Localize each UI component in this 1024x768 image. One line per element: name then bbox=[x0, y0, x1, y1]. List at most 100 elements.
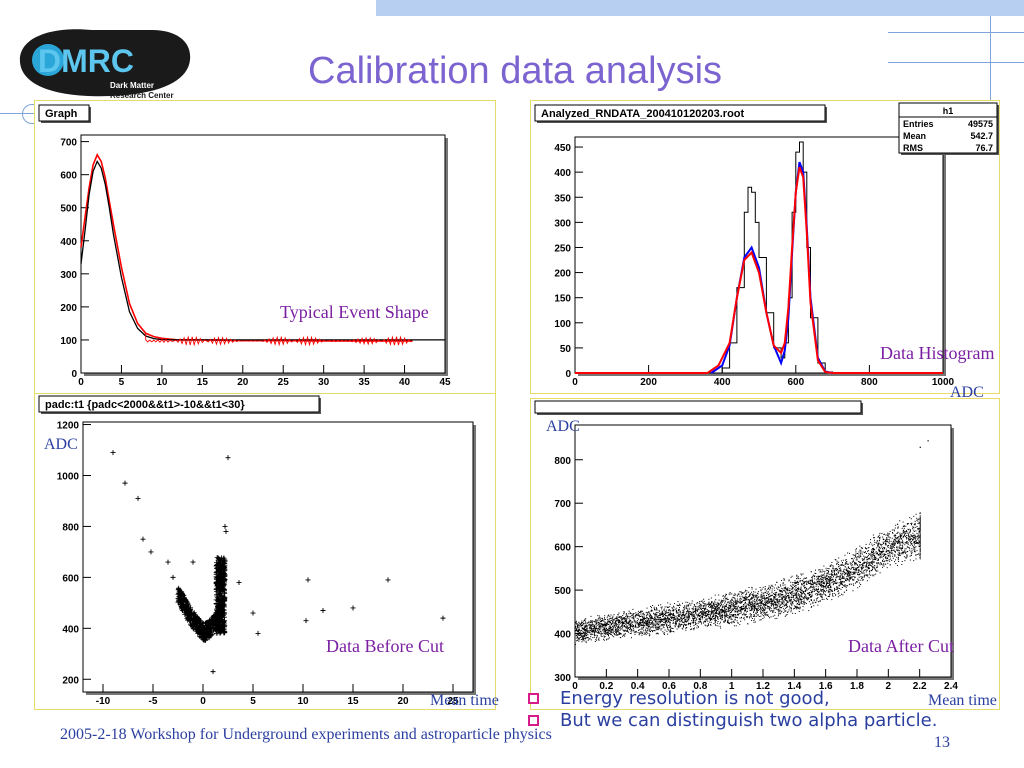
data-point bbox=[165, 559, 171, 565]
logo-sub2: Research Center bbox=[110, 91, 174, 100]
x-tick-label: 0.6 bbox=[662, 681, 676, 692]
x-tick-label: 20 bbox=[397, 696, 409, 707]
chart-title: Analyzed_RNDATA_200410120203.root bbox=[541, 108, 745, 120]
x-tick-label: 20 bbox=[237, 377, 249, 388]
y-tick-label: 200 bbox=[554, 269, 571, 280]
y-tick-label: 500 bbox=[554, 586, 571, 597]
x-tick-label: 0 bbox=[200, 696, 206, 707]
x-tick-label: 1.6 bbox=[819, 681, 833, 692]
y-tick-label: 400 bbox=[554, 630, 571, 641]
y-tick-label: 50 bbox=[560, 344, 572, 355]
y-tick-label: 350 bbox=[554, 193, 571, 204]
y-tick-label: 250 bbox=[554, 243, 571, 254]
chart-title: Graph bbox=[45, 108, 78, 120]
stats-label: Mean bbox=[903, 131, 926, 141]
x-tick-label: 0.2 bbox=[599, 681, 613, 692]
y-tick-label: 800 bbox=[62, 522, 79, 533]
y-tick-label: 700 bbox=[60, 138, 77, 149]
y-tick-label: 1200 bbox=[57, 421, 80, 432]
caption-after-cut: Data After Cut bbox=[848, 636, 954, 656]
x-tick-label: 0.4 bbox=[631, 681, 645, 692]
caption-histogram: Data Histogram bbox=[880, 343, 995, 363]
y-tick-label: 300 bbox=[554, 218, 571, 229]
slide-title: Calibration data analysis bbox=[308, 50, 723, 92]
stats-name: h1 bbox=[943, 106, 954, 116]
bullet-item: But we can distinguish two alpha particl… bbox=[524, 710, 940, 732]
data-point bbox=[303, 618, 309, 624]
data-point bbox=[255, 630, 261, 636]
plot-frame bbox=[82, 421, 474, 693]
data-point bbox=[222, 523, 228, 529]
y-tick-label: 150 bbox=[554, 294, 571, 305]
before-cut-y-label: ADC bbox=[44, 436, 78, 453]
x-tick-label: 2.4 bbox=[944, 681, 958, 692]
histogram-chart: Analyzed_RNDATA_200410120203.root 0 200 400… bbox=[534, 102, 999, 388]
x-tick-label: 10 bbox=[156, 377, 168, 388]
y-tick-label: 400 bbox=[554, 168, 571, 179]
x-tick-label: -5 bbox=[149, 696, 158, 707]
x-tick-label: 1.2 bbox=[756, 681, 770, 692]
x-tick-label: 1000 bbox=[932, 377, 955, 388]
chart-panel-after-cut: 0 0.2 0.4 0.6 0.8 1 1.2 1.4 1.6 1.8 2 2.2 2.4 300 400 5… bbox=[530, 398, 1000, 710]
dmrc-logo: DMRC Dark Matter Research Center bbox=[19, 29, 191, 100]
y-tick-label: 0 bbox=[565, 369, 571, 380]
x-tick-label: 2.2 bbox=[913, 681, 927, 692]
y-tick-label: 400 bbox=[60, 237, 77, 248]
x-tick-label: 2 bbox=[886, 681, 892, 692]
caption-before-cut: Data Before Cut bbox=[326, 636, 444, 656]
x-tick-label: 0 bbox=[78, 377, 84, 388]
y-tick-label: 300 bbox=[60, 270, 77, 281]
data-point bbox=[927, 440, 929, 442]
histogram-x-unit: ADC bbox=[950, 384, 984, 401]
y-tick-label: 200 bbox=[62, 675, 79, 686]
data-point bbox=[320, 607, 326, 613]
data-point bbox=[122, 480, 128, 486]
x-tick-label: 40 bbox=[399, 377, 411, 388]
x-tick-label: 400 bbox=[714, 377, 731, 388]
data-point bbox=[225, 455, 231, 461]
data-point bbox=[148, 549, 154, 555]
deco-line-v bbox=[990, 16, 991, 116]
y-tick-label: 800 bbox=[554, 456, 571, 467]
series-fit-red bbox=[575, 166, 943, 374]
series-line-red bbox=[80, 153, 413, 342]
x-tick-label: 0 bbox=[572, 681, 578, 692]
x-tick-label: 5 bbox=[250, 696, 256, 707]
series-noise-red bbox=[145, 333, 413, 347]
stats-value: 542.7 bbox=[970, 131, 993, 141]
x-tick-label: 1.8 bbox=[850, 681, 864, 692]
bullet-list: Energy resolution is not good, But we ca… bbox=[524, 688, 940, 732]
x-tick-label: 600 bbox=[787, 377, 804, 388]
logo-text: DMRC bbox=[38, 43, 134, 79]
before-cut-chart: padc:t1 {padc<2000&&t1>-10&&t1<30} -10 -5 0… bbox=[38, 395, 476, 707]
title-box bbox=[534, 400, 862, 414]
chart-panel-histogram: Analyzed_RNDATA_200410120203.root 0 200 400… bbox=[530, 100, 1000, 394]
y-tick-label: 100 bbox=[554, 319, 571, 330]
y-tick-label: 400 bbox=[62, 624, 79, 635]
after-cut-x-label: Mean time bbox=[928, 692, 997, 709]
x-tick-label: 15 bbox=[347, 696, 359, 707]
y-tick-label: 700 bbox=[554, 499, 571, 510]
y-tick-label: 0 bbox=[71, 369, 77, 380]
y-tick-label: 600 bbox=[60, 171, 77, 182]
event-shape-chart: Graph 0 5 10 15 20 25 30 35 40 45 0 100 200 300 400 500 6… bbox=[38, 104, 451, 388]
x-tick-label: 15 bbox=[197, 377, 209, 388]
after-cut-chart: 0 0.2 0.4 0.6 0.8 1 1.2 1.4 1.6 1.8 2 2.2 2.4 300 400 5… bbox=[534, 400, 958, 692]
data-point bbox=[305, 577, 311, 583]
x-tick-label: 10 bbox=[297, 696, 309, 707]
data-point bbox=[250, 610, 256, 616]
x-tick-label: 25 bbox=[447, 696, 459, 707]
plot-frame bbox=[80, 134, 446, 374]
x-tick-label: 30 bbox=[318, 377, 330, 388]
x-tick-label: 1 bbox=[729, 681, 735, 692]
x-tick-label: 1.4 bbox=[787, 681, 801, 692]
data-point bbox=[236, 579, 242, 585]
bullet-item: Energy resolution is not good, bbox=[524, 688, 940, 710]
data-point bbox=[170, 574, 176, 580]
y-tick-label: 1000 bbox=[57, 471, 80, 482]
x-tick-label: 0.8 bbox=[693, 681, 707, 692]
data-point-cloud bbox=[575, 512, 921, 645]
y-tick-label: 500 bbox=[60, 204, 77, 215]
stats-label: RMS bbox=[903, 143, 923, 153]
title-box bbox=[38, 395, 320, 413]
